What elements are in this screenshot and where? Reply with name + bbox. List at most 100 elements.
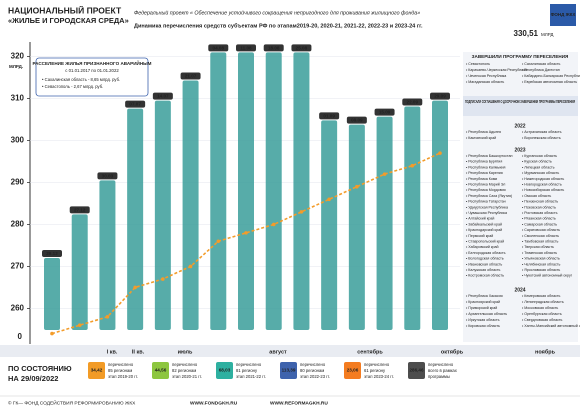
region: • Удмуртская Республика [466,205,508,209]
cumulative-line [51,152,441,335]
date-label: 08.09 [351,118,363,123]
y-tick-label: 310 [11,94,25,103]
region: • Астраханская область [522,130,562,134]
inset-title: РАССЕЛЕНИЕ ЖИЛЬЯ ПРИЗНАННОГО АВАРИЙНЫМ [32,59,151,66]
stage-text: перечислено [428,362,454,367]
date-label: 14.07 [157,94,169,99]
region: • Республика Бурятия [466,160,502,164]
region: • Республика Мордовия [466,188,506,192]
region: • Ханты-Мансийский автономный округ - Юг… [522,324,580,328]
cumulative-point [77,323,82,328]
date-tag [346,116,367,124]
region: • Смоленская область [522,234,559,238]
region: • Красноярский край [466,300,500,304]
cumulative-point [410,163,415,168]
date-label: 25.08 [296,45,308,50]
cumulative-point [216,239,221,244]
stage-swatch [280,362,297,379]
date-tag [263,44,284,52]
region: • Ставропольский край [466,239,504,243]
date-tag [291,44,312,52]
date-tag [374,108,395,116]
column [293,52,310,330]
y-tick-label: 290 [11,178,25,187]
y-tick-label: 300 [11,136,25,145]
period-label: октябрь [441,348,464,355]
region: • Свердловская область [522,318,563,322]
region: • Новосибирская область [522,188,564,192]
region: • Республика Татарстан [466,200,506,204]
region: • Самарская область [522,222,557,226]
date-tag [97,172,118,180]
region: • Тверская область [522,245,554,249]
stage-swatch [88,362,105,379]
status: ПО СОСТОЯНИЮ [8,364,72,373]
region: • Иркутская область [466,318,500,322]
region: • Ростовская область [522,211,558,215]
total-unit: МЛРД [541,32,553,37]
column [210,52,227,330]
region: • Воронежская область [522,136,561,140]
region: • Пензенская область [522,200,558,204]
period-label: август [269,349,287,355]
stage-value: 34,42 [91,368,103,373]
year-label: 2024 [514,287,525,293]
column [265,52,282,330]
region: • Чувашская Республика [466,211,507,215]
date-tag [402,98,423,106]
region: • Алтайский край [466,217,494,221]
region: • Мурманская область [522,171,559,175]
stage-text: всего в рамках [428,368,458,373]
cumulative-point [271,222,276,227]
stage-text: этап 2019-20 гг. [108,374,138,379]
y-break-label: 0 [18,332,23,341]
site: WWW.REFORMAGKH.RU [270,400,328,406]
date-tag [125,100,146,108]
stage-text: 61 региону [364,368,386,373]
region: • Рязанская область [522,217,556,221]
cumulative-point [327,197,331,202]
stage-text: перечислено [172,362,198,367]
region: • Чеченская Республика [466,74,506,78]
inset-item: • Севастополь - 2,67 млрд. руб. [42,84,103,89]
region: • Республика Адыгея [466,130,501,134]
inset-box [35,57,149,97]
column [376,116,393,330]
y-tick-label: 270 [11,262,25,271]
period-label: I кв. [107,349,118,355]
stage-value: 23,06 [347,368,359,373]
total: 330,51 [514,29,539,38]
cumulative-point [50,331,54,336]
date-tag [42,250,62,258]
stage-text: программы [428,374,450,379]
chart-title: Динамика перечисления средств субъектам … [134,22,423,29]
region: • Кемеровская область [522,294,561,298]
inset-subtitle: с 01.01.2017 по 01.01.2022 [65,68,119,73]
region: • Республика Карелия [466,171,503,175]
stage-text: этап 2020-21 гг. [172,374,202,379]
stage-text: 81 региону [236,368,258,373]
column [432,100,448,330]
region: • Краснодарский край [466,228,502,232]
region: • Оренбургская область [522,312,562,316]
stage-value: 68,03 [219,368,231,373]
cumulative-point [299,210,304,214]
stage-text: перечислено [108,362,134,367]
date-label: 11.08 [240,45,252,50]
region: • Сахалинская область [522,62,561,66]
region: • Калужская область [466,268,501,272]
column [321,120,338,330]
year-label: 2022 [514,123,525,129]
y-tick-label: 320 [11,52,25,61]
date-tag [236,44,256,52]
stage-swatch [344,362,361,379]
stage-text: перечислено [300,362,326,367]
copyright: © ГК— ФОНД СОДЕЙСТВИЯ РЕФОРМИРОВАНИЮ ЖКХ [8,398,136,406]
region: • Псковская область [522,205,556,209]
column [182,80,199,330]
year-label: 2023 [514,147,525,153]
logo-text: ФОНД ЖКХ [551,12,576,17]
site: WWW.FONDGKH.RU [190,400,238,406]
cumulative-point [188,264,193,269]
